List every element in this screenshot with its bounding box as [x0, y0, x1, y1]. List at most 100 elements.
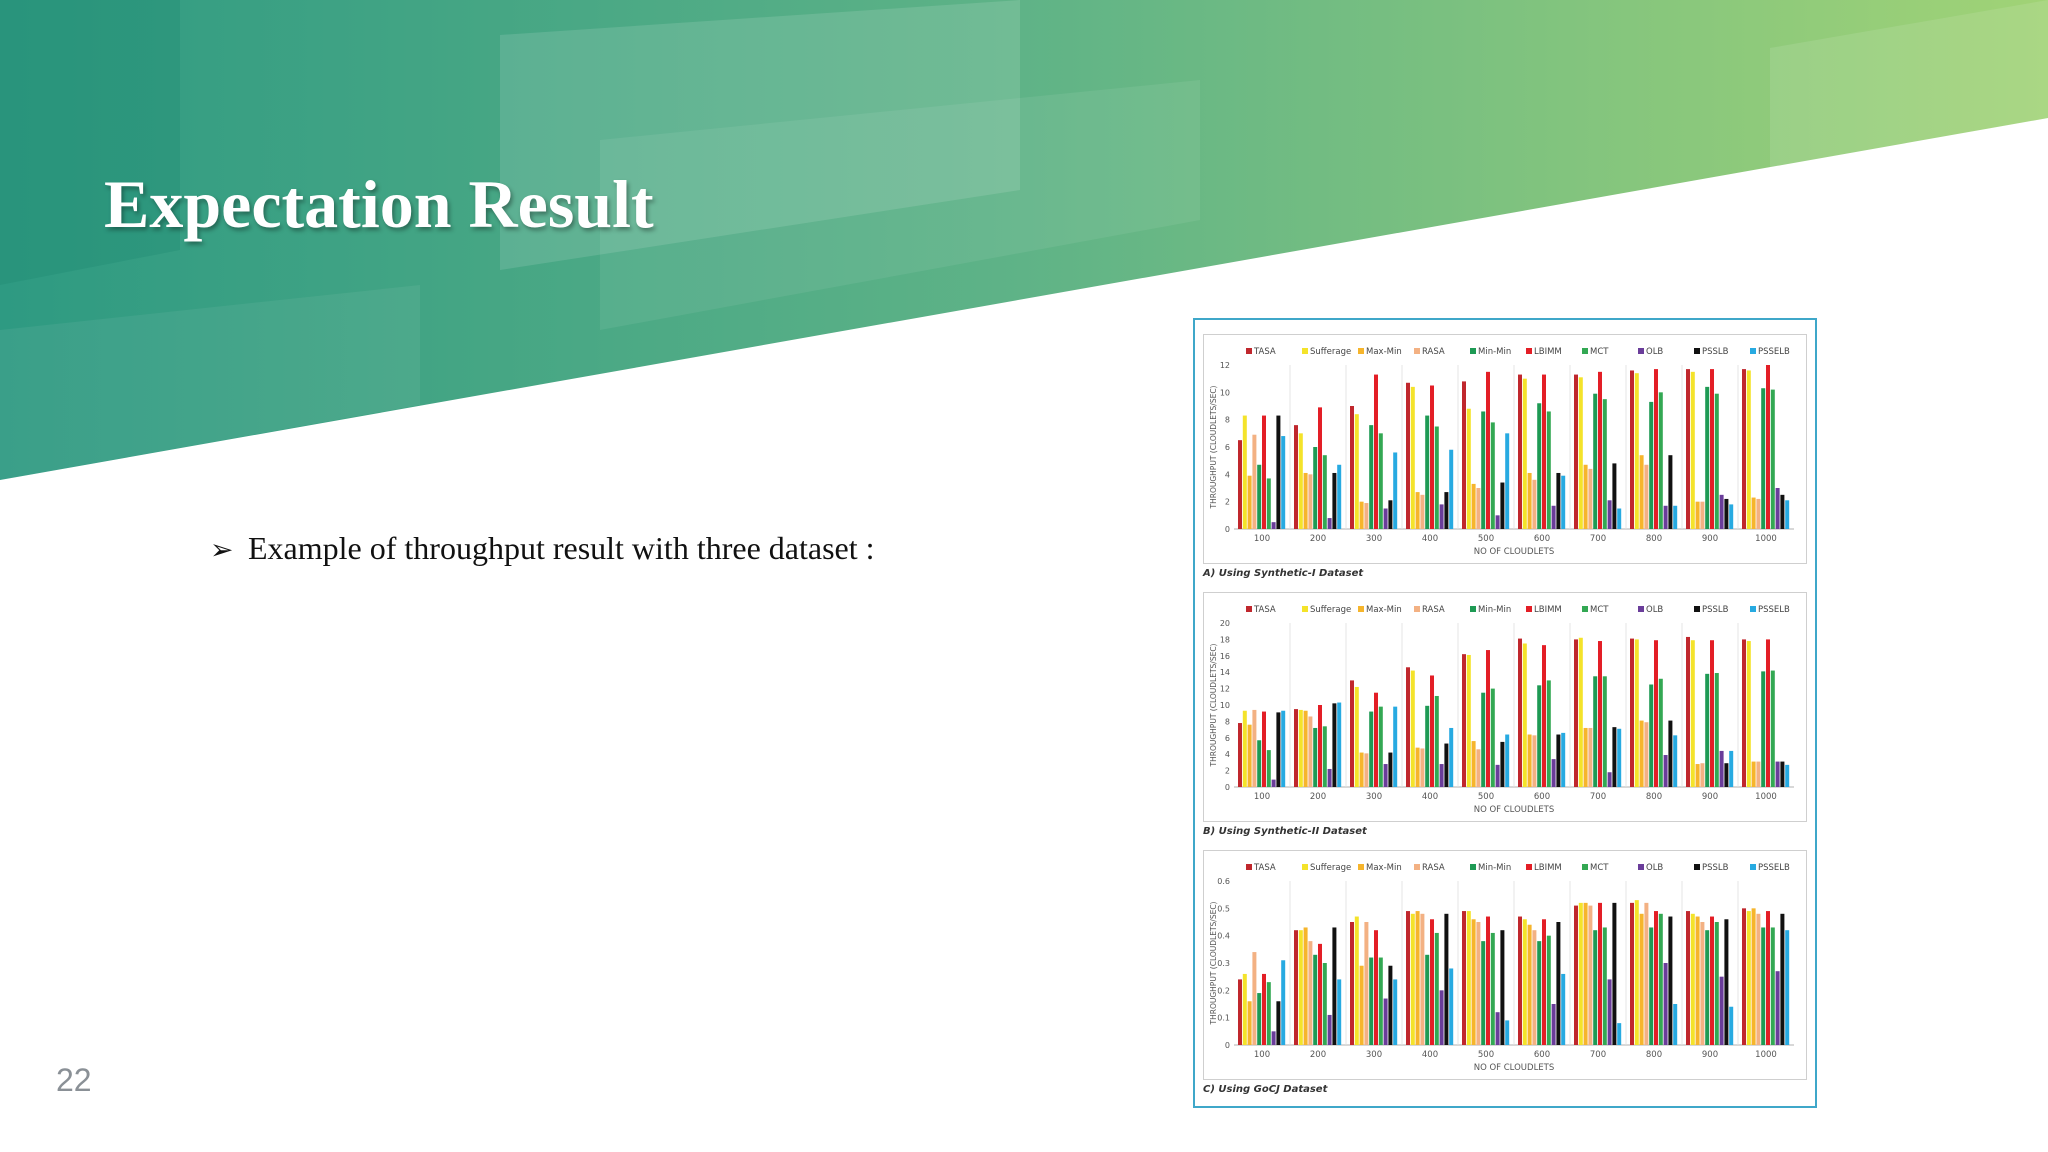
bar	[1434, 695, 1439, 787]
bar	[1751, 908, 1756, 1045]
bar	[1785, 930, 1790, 1045]
legend-label: TASA	[1253, 605, 1276, 615]
legend-label: Sufferage	[1310, 347, 1351, 357]
bar	[1556, 472, 1561, 529]
bar	[1532, 930, 1537, 1045]
bar	[1770, 389, 1775, 529]
bar	[1607, 500, 1612, 529]
page-number: 22	[56, 1062, 92, 1098]
bar	[1775, 761, 1780, 787]
bullet-text: Example of throughput result with three …	[248, 530, 875, 566]
bar	[1561, 475, 1566, 529]
bar	[1578, 902, 1583, 1045]
bar	[1518, 916, 1522, 1045]
bar	[1500, 482, 1505, 529]
bar	[1337, 464, 1342, 529]
x-tick-label: 400	[1422, 1050, 1438, 1060]
bar	[1695, 501, 1700, 529]
bar	[1430, 675, 1434, 787]
bar	[1420, 494, 1425, 529]
legend-label: Min-Min	[1478, 605, 1511, 615]
bar	[1756, 498, 1761, 529]
legend-swatch	[1638, 348, 1644, 354]
bar	[1281, 436, 1286, 529]
x-axis-label: NO OF CLOUDLETS	[1474, 547, 1555, 557]
bar	[1369, 957, 1374, 1045]
bar	[1238, 723, 1242, 787]
legend-swatch	[1526, 348, 1532, 354]
bar	[1561, 732, 1566, 787]
bar	[1724, 498, 1729, 529]
bar	[1532, 735, 1537, 787]
x-tick-label: 900	[1702, 792, 1718, 802]
bar	[1364, 753, 1369, 787]
bar	[1644, 464, 1649, 529]
bar	[1639, 720, 1644, 787]
x-tick-label: 800	[1646, 792, 1662, 802]
bar	[1439, 504, 1444, 529]
y-tick-label: 14	[1220, 668, 1230, 677]
bar	[1756, 913, 1761, 1045]
bar	[1490, 932, 1495, 1045]
legend-label: MCT	[1590, 863, 1609, 873]
bar	[1350, 406, 1354, 529]
bar	[1322, 726, 1327, 787]
bar	[1308, 716, 1313, 787]
bar	[1495, 764, 1500, 787]
legend-label: RASA	[1422, 863, 1445, 873]
bar	[1476, 922, 1481, 1045]
bar	[1598, 641, 1602, 787]
bar	[1490, 422, 1495, 529]
bar	[1378, 957, 1383, 1045]
bar	[1634, 900, 1639, 1045]
bar	[1761, 927, 1766, 1045]
legend-swatch	[1302, 864, 1308, 870]
bar	[1294, 425, 1298, 529]
bar	[1617, 508, 1622, 529]
y-tick-label: 2	[1225, 767, 1230, 776]
bar	[1644, 722, 1649, 787]
x-axis-label: NO OF CLOUDLETS	[1474, 1063, 1555, 1073]
bar	[1546, 680, 1551, 787]
bar	[1729, 750, 1734, 787]
bar	[1374, 692, 1378, 787]
legend-swatch	[1246, 348, 1252, 354]
bar	[1359, 752, 1364, 787]
bar	[1751, 497, 1756, 529]
legend-swatch	[1414, 606, 1420, 612]
chart-caption: C) Using GoCJ Dataset	[1203, 1084, 1328, 1095]
bar	[1770, 670, 1775, 787]
bar	[1257, 464, 1262, 529]
bar	[1746, 911, 1751, 1045]
bar	[1775, 971, 1780, 1045]
bar	[1327, 518, 1332, 529]
bar	[1262, 973, 1266, 1045]
bar	[1262, 711, 1266, 787]
bar	[1746, 370, 1751, 529]
bar	[1588, 468, 1593, 529]
legend-label: Max-Min	[1366, 605, 1402, 615]
bar	[1388, 500, 1393, 529]
bar	[1444, 913, 1449, 1045]
legend-label: Sufferage	[1310, 605, 1351, 615]
x-tick-label: 200	[1310, 534, 1326, 544]
y-axis-label: THROUGHPUT (CLOUDLETS/SEC)	[1209, 385, 1218, 509]
y-tick-label: 4	[1225, 470, 1230, 479]
figure-image: TASA Sufferage Max-Min RASA Min-Min LBIMM MCT O…	[1193, 318, 1817, 1108]
bar	[1238, 440, 1242, 529]
x-tick-label: 400	[1422, 534, 1438, 544]
bar	[1449, 449, 1454, 529]
bar	[1574, 639, 1578, 787]
legend-label: PSSLB	[1702, 347, 1729, 357]
bar	[1598, 902, 1602, 1045]
x-tick-label: 700	[1590, 792, 1606, 802]
bar	[1354, 686, 1359, 787]
y-tick-label: 0.3	[1217, 959, 1230, 968]
bar	[1527, 734, 1532, 787]
bar	[1303, 472, 1308, 529]
y-tick-label: 2	[1225, 498, 1230, 507]
legend-swatch	[1358, 348, 1364, 354]
bar	[1332, 927, 1337, 1045]
bar	[1406, 911, 1410, 1045]
bar	[1658, 913, 1663, 1045]
